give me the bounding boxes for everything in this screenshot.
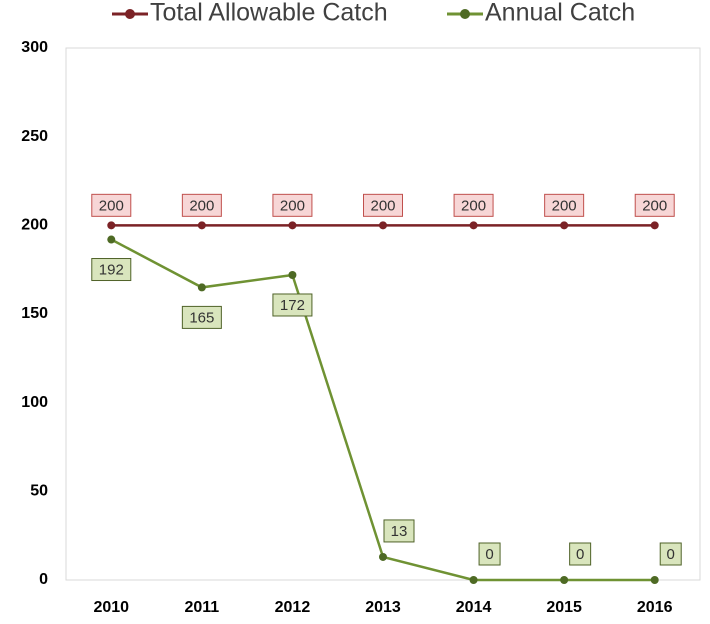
x-tick-label: 2013 (365, 599, 401, 616)
data-label-box (181, 305, 222, 329)
point (197, 283, 206, 292)
point (288, 221, 297, 230)
data-label-box (363, 193, 403, 217)
point (650, 221, 659, 230)
data-label: 0 (576, 546, 584, 563)
x-tick-label: 2015 (546, 599, 582, 616)
data-label-box (544, 193, 585, 217)
data-label: 200 (642, 197, 667, 214)
data-label: 192 (99, 261, 124, 278)
legend-marker (460, 9, 470, 19)
data-label: 0 (667, 546, 675, 563)
data-label-box (383, 519, 415, 543)
y-tick-label: 150 (21, 305, 48, 322)
point (469, 576, 478, 584)
data-label: 200 (189, 197, 214, 214)
data-label: 200 (461, 197, 486, 214)
point (650, 576, 659, 584)
x-tick-label: 2010 (93, 599, 129, 616)
data-label-box (634, 193, 675, 217)
x-tick-label: 2014 (456, 599, 492, 616)
data-label: 200 (552, 197, 577, 214)
data-label-box (478, 542, 501, 566)
point (379, 221, 387, 230)
point (107, 235, 116, 244)
data-label-box (181, 193, 222, 217)
data-label-box (659, 542, 682, 566)
data-label: 165 (189, 309, 214, 326)
y-tick-label: 50 (30, 483, 48, 500)
data-label: 0 (485, 546, 493, 563)
data-label-box (272, 193, 313, 217)
point (560, 221, 569, 230)
point (560, 576, 569, 584)
y-tick-label: 100 (21, 394, 48, 411)
data-label: 200 (280, 197, 305, 214)
data-label-box (91, 258, 132, 282)
data-label: 200 (99, 197, 124, 214)
data-label: 172 (280, 297, 305, 314)
point (379, 552, 387, 561)
data-label: 200 (370, 197, 395, 214)
series-line (110, 238, 655, 582)
data-label: 13 (391, 523, 408, 540)
x-tick-label: 2016 (637, 599, 673, 616)
y-tick-label: 0 (39, 571, 48, 588)
x-tick-label: 2012 (275, 599, 311, 616)
point (288, 270, 297, 279)
point (197, 221, 206, 230)
data-label-box (91, 193, 132, 217)
plot-area (65, 47, 701, 581)
y-tick-label: 300 (21, 39, 48, 56)
data-label-box (272, 293, 313, 317)
data-label-box (453, 193, 494, 217)
point (107, 221, 116, 230)
legend-label: Total Allowable Catch (150, 0, 388, 27)
x-tick-label: 2011 (184, 599, 219, 616)
data-label-box (569, 542, 592, 566)
legend-marker (125, 9, 135, 19)
y-tick-label: 200 (21, 217, 48, 234)
point (469, 221, 478, 230)
legend-label: Annual Catch (485, 0, 635, 27)
y-tick-label: 250 (21, 128, 48, 145)
